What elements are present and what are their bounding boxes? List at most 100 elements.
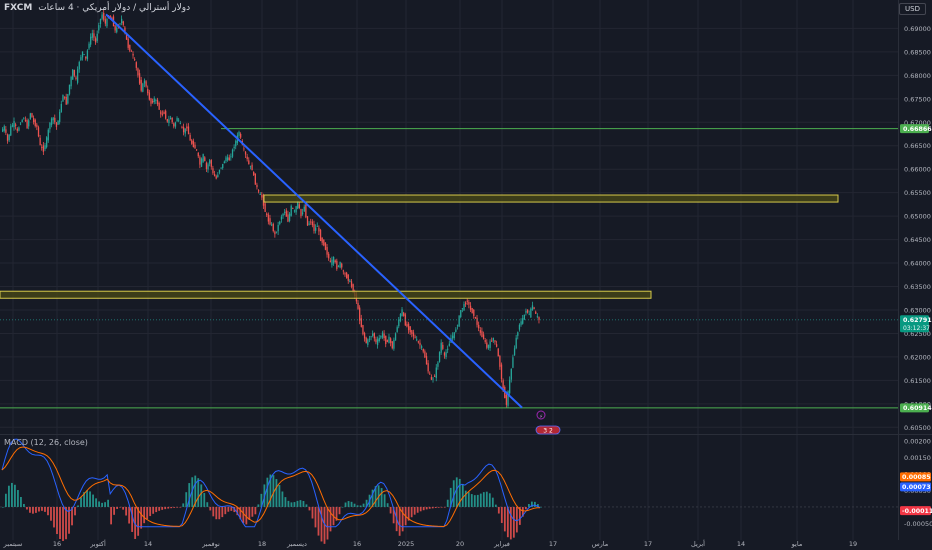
- macd-histogram-bar: [215, 506, 218, 520]
- event-marker-label: ⚡: [539, 414, 543, 420]
- news-badge[interactable]: [535, 425, 561, 435]
- candle-body: [26, 120, 28, 129]
- candle-body: [409, 326, 411, 333]
- resistance-zone[interactable]: [263, 194, 839, 203]
- macd-tag: [900, 482, 931, 492]
- macd-histogram-bar: [428, 506, 431, 509]
- candle-body: [510, 369, 512, 380]
- candle-body: [456, 325, 459, 327]
- candle-body: [50, 118, 53, 126]
- candle-body: [458, 315, 460, 327]
- candle-body: [300, 209, 302, 217]
- candle-body: [55, 122, 58, 127]
- macd-histogram-bar: [158, 506, 161, 511]
- macd-histogram-bar: [470, 494, 473, 507]
- candle-body: [298, 204, 301, 208]
- candle-body: [148, 92, 151, 100]
- macd-histogram-bar: [134, 506, 137, 539]
- macd-histogram-bar: [407, 506, 410, 521]
- macd-histogram-bar: [338, 506, 341, 515]
- macd-histogram-bar: [293, 502, 296, 507]
- candle-body: [407, 323, 410, 331]
- macd-histogram-bar: [527, 504, 530, 507]
- candle-body: [292, 208, 294, 209]
- candle-body: [248, 160, 250, 165]
- candle-body: [19, 123, 22, 125]
- price-tag: [900, 124, 929, 134]
- candle-body: [398, 319, 400, 327]
- macd-histogram-bar: [362, 503, 365, 507]
- macd-histogram-bar: [248, 506, 251, 521]
- candle-body: [251, 164, 253, 171]
- macd-histogram-bar: [104, 502, 106, 507]
- time-tick-label: فبراير: [493, 540, 510, 548]
- candle-body: [461, 308, 464, 309]
- macd-histogram-bar: [506, 506, 509, 538]
- candle-body: [140, 79, 142, 91]
- candle-body: [445, 352, 447, 358]
- macd-histogram-bar: [110, 506, 113, 525]
- macd-histogram-bar: [398, 506, 401, 536]
- candle-body: [21, 120, 23, 123]
- candle-body: [388, 336, 390, 344]
- candle-body: [91, 33, 93, 38]
- candle-body: [18, 127, 20, 131]
- candle-body: [207, 164, 209, 170]
- candle-body: [47, 129, 49, 141]
- candle-body: [230, 156, 232, 158]
- candle-body: [153, 98, 155, 103]
- trendline[interactable]: [105, 13, 523, 409]
- macd-histogram-bar: [59, 506, 61, 539]
- candle-body: [32, 118, 35, 123]
- candle-body: [318, 227, 320, 232]
- macd-histogram-bar: [41, 506, 43, 511]
- price-axis[interactable]: 0.69000 0.68500 0.68000 0.67500 0.67000 0.665…: [904, 25, 931, 432]
- candle-body: [391, 341, 393, 349]
- macd-histogram-bar: [89, 491, 91, 507]
- macd-histogram-bar: [482, 492, 485, 507]
- candle-body: [367, 339, 369, 345]
- macd-indicator-label[interactable]: MACD (12, 26, close): [4, 438, 88, 447]
- time-tick-label: أكتوبر: [89, 539, 106, 548]
- macd-histogram-bar: [374, 486, 377, 507]
- event-marker-icon[interactable]: [536, 410, 546, 420]
- candle-body: [505, 394, 508, 405]
- candle-body: [352, 284, 354, 293]
- macd-histogram-bar: [143, 506, 146, 524]
- time-tick-label: 16: [353, 540, 361, 548]
- macd-histogram-bar: [326, 506, 329, 540]
- candle-body: [277, 224, 279, 232]
- macd-histogram-bar: [503, 506, 506, 532]
- candle-body: [432, 378, 434, 380]
- candle-body: [199, 157, 201, 165]
- candle-body: [495, 344, 498, 347]
- macd-histogram-bar: [191, 477, 194, 507]
- candle-body: [399, 313, 402, 321]
- macd-histogram-bar: [341, 506, 344, 508]
- candle-body: [528, 313, 530, 315]
- price-tag-label: 0.62791: [903, 317, 932, 324]
- candle-body: [60, 103, 62, 112]
- candle-body: [403, 312, 405, 316]
- candle-body: [31, 113, 33, 118]
- candle-body: [225, 157, 227, 162]
- macd-histogram-bar: [239, 506, 242, 520]
- macd-histogram-bar: [44, 506, 46, 512]
- candle-body: [279, 221, 281, 225]
- time-axis[interactable]: سبتمبر 16 أكتوبر 14 نوفمبر 18 ديسمبر 16 2025 20 فب…: [3, 539, 857, 548]
- candle-body: [124, 27, 126, 33]
- macd-histogram-bar: [416, 506, 419, 513]
- candle-body: [205, 162, 208, 169]
- currency-button[interactable]: USD: [899, 3, 926, 15]
- macd-histogram-bar: [131, 506, 134, 532]
- candle-body: [349, 280, 351, 282]
- candle-body: [386, 340, 389, 342]
- macd-histogram-bar: [101, 502, 103, 507]
- macd-pane[interactable]: 0.002000.001500.001000.00050-0.000500.00…: [0, 437, 932, 544]
- candle-body: [70, 76, 72, 87]
- resistance-zone[interactable]: [0, 290, 652, 299]
- macd-histogram-bar: [275, 479, 278, 507]
- candle-body: [427, 363, 429, 372]
- macd-histogram-bar: [170, 506, 173, 509]
